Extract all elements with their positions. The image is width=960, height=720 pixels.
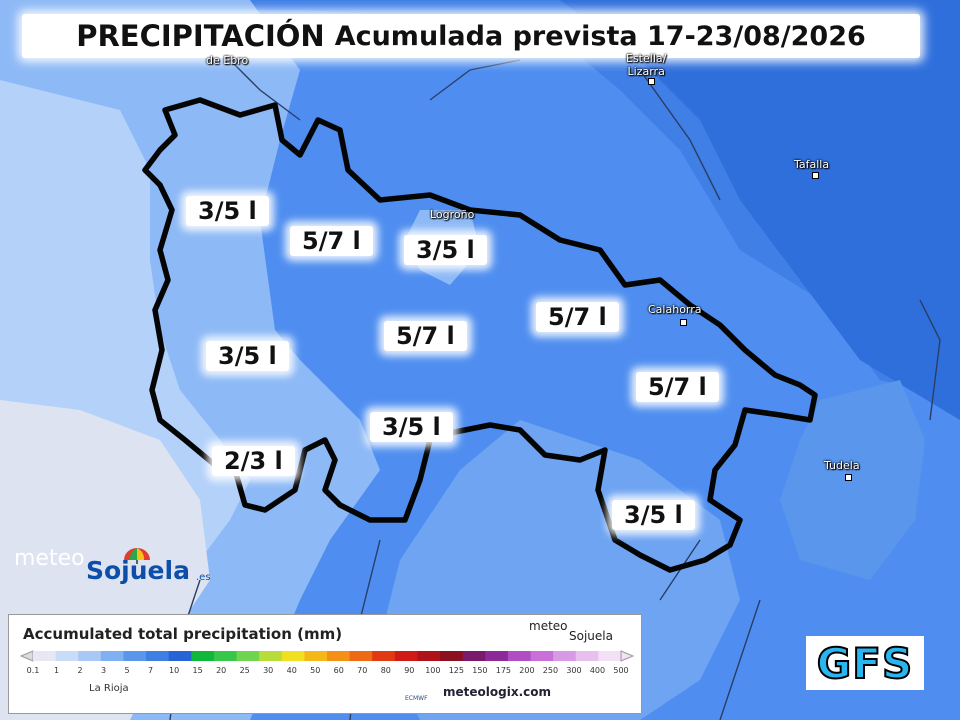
legend-arrow-right <box>620 650 635 662</box>
legend-tick-label: 1 <box>54 666 59 675</box>
legend-swatch <box>304 651 328 661</box>
legend-swatch <box>507 651 532 661</box>
legend-tick-label: 50 <box>310 666 320 675</box>
precip-label: 3/5 l <box>206 341 289 371</box>
legend-tick-label: 125 <box>449 666 464 675</box>
legend-swatch <box>417 651 441 661</box>
legend-swatch <box>440 651 464 661</box>
precip-label: 5/7 l <box>384 321 467 351</box>
legend-swatch <box>372 651 396 661</box>
precip-label: 3/5 l <box>612 500 695 530</box>
town-label: Logroño <box>430 208 475 221</box>
legend-tick-label: 20 <box>216 666 226 675</box>
legend-tick-label: 25 <box>240 666 250 675</box>
legend-tick-label: 90 <box>404 666 414 675</box>
legend-swatch <box>485 651 509 661</box>
legend-swatch <box>281 651 305 661</box>
logo-sojuela-text: Sojuela <box>86 556 190 585</box>
legend-swatch <box>394 651 418 661</box>
logo-meteo-text: meteo <box>14 546 85 571</box>
legend-tick-label: 500 <box>613 666 628 675</box>
legend-swatch <box>553 651 577 661</box>
legend-tick-label: 3 <box>101 666 106 675</box>
legend-tick-label: 400 <box>590 666 605 675</box>
town-label: de Ebro <box>206 54 249 67</box>
town-label: Estella/ Lizarra <box>626 52 667 78</box>
legend-swatch <box>598 651 622 661</box>
legend-arrow-left <box>19 650 34 662</box>
legend-swatch <box>349 651 373 661</box>
town-marker <box>845 474 852 481</box>
title-subtitle: Acumulada prevista 17-23/08/2026 <box>334 20 866 52</box>
legend-tick-label: 70 <box>357 666 367 675</box>
umbrella-icon <box>124 548 150 564</box>
legend-swatch <box>146 651 170 661</box>
legend-swatch <box>213 651 238 661</box>
title-main: PRECIPITACIÓN <box>76 19 325 53</box>
legend-tick-label: 0.1 <box>27 666 40 675</box>
legend-swatch <box>100 651 124 661</box>
town-marker <box>812 172 819 179</box>
legend-swatch <box>55 651 79 661</box>
legend-color-scale: 0.1 1 2 3 5 7 10 15 20 25 30 40 50 60 70 80 90 100 125 150 1… <box>19 650 635 675</box>
model-badge: GFS <box>806 636 924 690</box>
legend-tick-label: 7 <box>148 666 153 675</box>
logo-tld-text: .es <box>196 572 211 583</box>
legend-tick-label: 150 <box>472 666 487 675</box>
legend-tick-label: 200 <box>519 666 534 675</box>
precipitation-legend: Accumulated total precipitation (mm) met… <box>8 614 642 714</box>
town-marker <box>680 319 687 326</box>
precip-label: 2/3 l <box>212 446 295 476</box>
town-label: Tafalla <box>794 158 830 171</box>
precip-label: 3/5 l <box>370 412 453 442</box>
legend-tick-label: 175 <box>496 666 511 675</box>
legend-brand-sojuela: Sojuela <box>569 629 613 643</box>
precip-label: 5/7 l <box>290 226 373 256</box>
legend-ecmwf: ECMWF <box>405 695 428 702</box>
precip-label: 5/7 l <box>536 302 619 332</box>
legend-source: meteologix.com <box>443 685 551 699</box>
legend-swatch <box>462 651 486 661</box>
precip-label: 5/7 l <box>636 372 719 402</box>
legend-tick-label: 2 <box>77 666 82 675</box>
legend-swatch <box>259 651 283 661</box>
legend-swatch <box>168 651 192 661</box>
legend-tick-label: 10 <box>169 666 179 675</box>
legend-region: La Rioja <box>89 683 129 694</box>
legend-tick-label: 80 <box>381 666 391 675</box>
legend-tick-label: 60 <box>334 666 344 675</box>
map-title: PRECIPITACIÓN Acumulada prevista 17-23/0… <box>22 14 920 58</box>
legend-tick-label: 300 <box>566 666 581 675</box>
legend-tick-label: 100 <box>425 666 440 675</box>
legend-tick-label: 30 <box>263 666 273 675</box>
town-label: Calahorra <box>648 303 702 316</box>
legend-swatch <box>123 651 147 661</box>
legend-tick-label: 40 <box>287 666 297 675</box>
legend-title: Accumulated total precipitation (mm) <box>23 625 343 643</box>
legend-tick-label: 5 <box>125 666 130 675</box>
legend-tick-label: 15 <box>193 666 203 675</box>
legend-brand-meteo: meteo <box>529 619 568 633</box>
legend-swatch <box>78 651 102 661</box>
precip-label: 3/5 l <box>186 196 269 226</box>
town-label: Tudela <box>824 459 860 472</box>
legend-swatch <box>33 651 57 661</box>
legend-swatch <box>530 651 554 661</box>
precip-label: 3/5 l <box>404 235 487 265</box>
legend-swatch <box>236 651 260 661</box>
town-marker <box>648 78 655 85</box>
legend-swatch <box>575 651 599 661</box>
legend-swatch <box>327 651 351 661</box>
legend-tick-label: 250 <box>543 666 558 675</box>
legend-swatch <box>191 651 215 661</box>
